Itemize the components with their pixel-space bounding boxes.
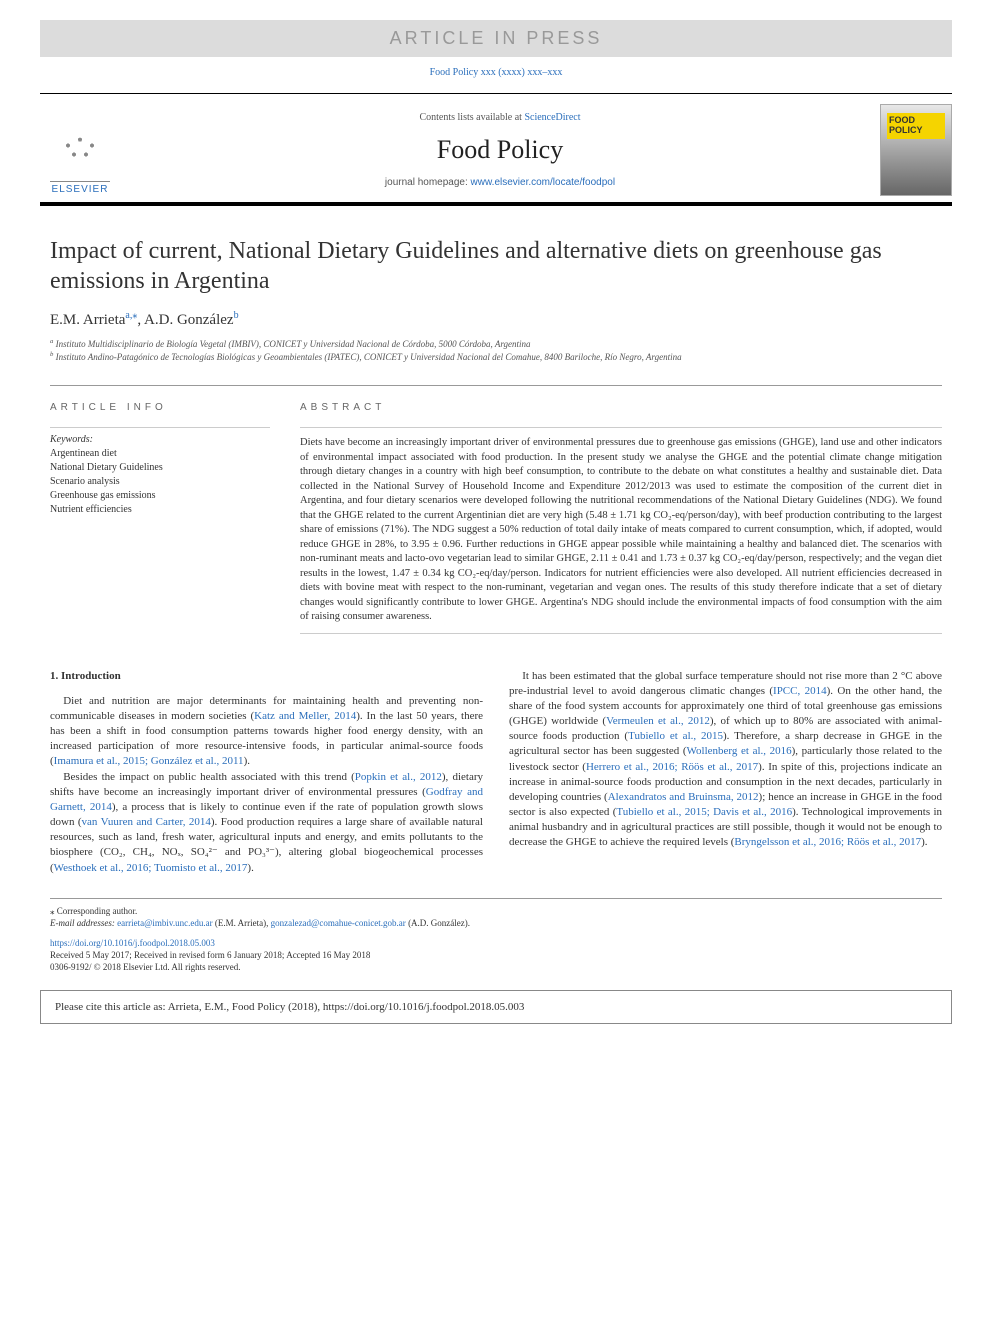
elsevier-logo[interactable]: ELSEVIER xyxy=(40,105,120,195)
citation-link[interactable]: Tubiello et al., 2015; Davis et al., 201… xyxy=(616,806,792,818)
citation-link[interactable]: Herrero et al., 2016; Röös et al., 2017 xyxy=(586,761,758,773)
body-text: 1. Introduction Diet and nutrition are m… xyxy=(50,669,942,876)
abstract-column: ABSTRACT Diets have become an increasing… xyxy=(300,402,942,633)
email-link-1[interactable]: earrieta@imbiv.unc.edu.ar xyxy=(117,918,212,928)
article-in-press-banner: ARTICLE IN PRESS xyxy=(40,20,952,57)
corresponding-author-note: ⁎ Corresponding author. xyxy=(50,905,942,917)
homepage-line: journal homepage: www.elsevier.com/locat… xyxy=(120,177,880,188)
citation-link[interactable]: Vermeulen et al., 2012 xyxy=(606,715,710,727)
top-citation: Food Policy xxx (xxxx) xxx–xxx xyxy=(0,67,992,78)
elsevier-logo-text: ELSEVIER xyxy=(52,184,109,195)
journal-cover-thumbnail[interactable]: FOOD POLICY xyxy=(880,104,952,196)
article-history: Received 5 May 2017; Received in revised… xyxy=(50,949,942,961)
keyword: Nutrient efficiencies xyxy=(50,503,270,517)
affiliation-a-text: Instituto Multidisciplinario de Biología… xyxy=(56,339,531,349)
affiliations: a Instituto Multidisciplinario de Biolog… xyxy=(50,337,942,363)
author-2-affiliation-sup: b xyxy=(234,310,239,321)
abstract-heading: ABSTRACT xyxy=(300,402,942,413)
email-1-who: (E.M. Arrieta), xyxy=(213,918,271,928)
citation-link[interactable]: Imamura et al., 2015; González et al., 2… xyxy=(54,755,244,767)
article-info-column: ARTICLE INFO Keywords: Argentinean diet … xyxy=(50,402,270,633)
keyword: Argentinean diet xyxy=(50,447,270,461)
article-title: Impact of current, National Dietary Guid… xyxy=(50,236,942,296)
journal-header: ELSEVIER Contents lists available at Sci… xyxy=(40,93,952,206)
email-link-2[interactable]: gonzalezad@comahue-conicet.gob.ar xyxy=(271,918,406,928)
contents-line: Contents lists available at ScienceDirec… xyxy=(120,112,880,123)
keywords-list: Argentinean diet National Dietary Guidel… xyxy=(50,447,270,517)
citation-link[interactable]: Bryngelsson et al., 2016; Röös et al., 2… xyxy=(734,836,921,848)
citation-link[interactable]: Popkin et al., 2012 xyxy=(355,771,442,783)
please-cite-box: Please cite this article as: Arrieta, E.… xyxy=(40,990,952,1024)
affiliation-b: b Instituto Andino-Patagónico de Tecnolo… xyxy=(50,350,942,363)
journal-cover-label: FOOD POLICY xyxy=(887,113,945,139)
p1-text: ). xyxy=(244,755,250,767)
keyword: Greenhouse gas emissions xyxy=(50,489,270,503)
elsevier-tree-icon xyxy=(50,122,110,182)
article-info-heading: ARTICLE INFO xyxy=(50,402,270,413)
footnotes: ⁎ Corresponding author. E-mail addresses… xyxy=(50,898,942,974)
keyword: Scenario analysis xyxy=(50,475,270,489)
citation-link[interactable]: Wollenberg et al., 2016 xyxy=(687,745,792,757)
affiliation-b-text: Instituto Andino-Patagónico de Tecnologí… xyxy=(56,352,682,362)
p2-text: ). xyxy=(247,862,253,874)
email-label: E-mail addresses: xyxy=(50,918,117,928)
author-2: , A.D. González xyxy=(137,312,233,328)
contents-prefix: Contents lists available at xyxy=(419,112,524,123)
citation-link[interactable]: IPCC, 2014 xyxy=(773,685,827,697)
email-2-who: (A.D. González). xyxy=(406,918,470,928)
sciencedirect-link[interactable]: ScienceDirect xyxy=(524,112,580,123)
doi-link[interactable]: https://doi.org/10.1016/j.foodpol.2018.0… xyxy=(50,938,215,948)
homepage-prefix: journal homepage: xyxy=(385,177,471,188)
citation-link[interactable]: Katz and Meller, 2014 xyxy=(254,710,356,722)
p3-text: ). xyxy=(921,836,927,848)
section-1-para-3: It has been estimated that the global su… xyxy=(509,669,942,851)
p2-text: Besides the impact on public health asso… xyxy=(63,771,355,783)
email-line: E-mail addresses: earrieta@imbiv.unc.edu… xyxy=(50,917,942,929)
citation-link[interactable]: Westhoek et al., 2016; Tuomisto et al., … xyxy=(54,862,248,874)
keywords-label: Keywords: xyxy=(50,427,270,445)
authors-line: E.M. Arrietaa,⁎, A.D. Gonzálezb xyxy=(50,310,942,329)
header-center: Contents lists available at ScienceDirec… xyxy=(120,112,880,188)
section-1-para-2: Besides the impact on public health asso… xyxy=(50,770,483,876)
doi-line: https://doi.org/10.1016/j.foodpol.2018.0… xyxy=(50,937,942,949)
journal-homepage-link[interactable]: www.elsevier.com/locate/foodpol xyxy=(471,177,616,188)
affiliation-a: a Instituto Multidisciplinario de Biolog… xyxy=(50,337,942,350)
section-1-heading: 1. Introduction xyxy=(50,669,483,684)
author-1: E.M. Arrieta xyxy=(50,312,125,328)
copyright-line: 0306-9192/ © 2018 Elsevier Ltd. All righ… xyxy=(50,961,942,973)
abstract-text: Diets have become an increasingly import… xyxy=(300,427,942,633)
keyword: National Dietary Guidelines xyxy=(50,461,270,475)
section-1-para-1: Diet and nutrition are major determinant… xyxy=(50,694,483,770)
citation-link[interactable]: Alexandratos and Bruinsma, 2012 xyxy=(608,791,759,803)
citation-link[interactable]: van Vuuren and Carter, 2014 xyxy=(82,816,211,828)
journal-name: Food Policy xyxy=(120,135,880,165)
citation-link[interactable]: Tubiello et al., 2015 xyxy=(628,730,723,742)
